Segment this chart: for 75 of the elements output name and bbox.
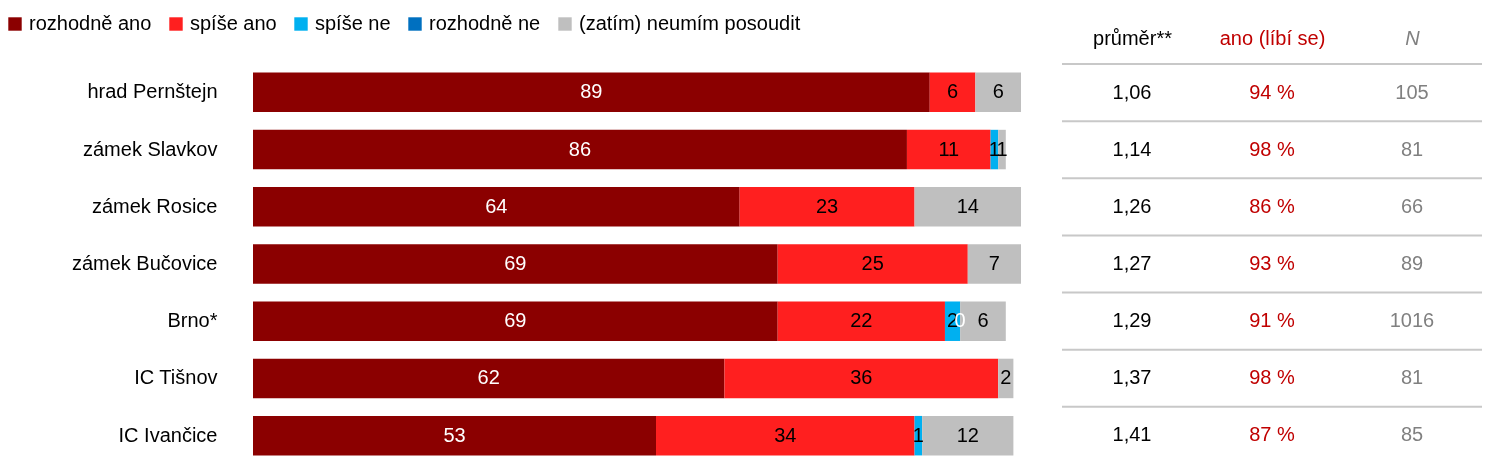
data-label: 64 [485, 194, 508, 217]
data-label: 1,06 [1112, 80, 1152, 103]
data-label: 6 [977, 309, 989, 332]
x-tick-label: N [1405, 26, 1421, 49]
data-label: 69 [504, 252, 527, 274]
bar [253, 72, 930, 113]
data-label: 98 % [1249, 137, 1296, 160]
x-tick-label: ano (líbí se) [1219, 26, 1326, 49]
data-label: 1,37 [1112, 366, 1152, 389]
data-label: 94 % [1249, 80, 1296, 103]
bar [906, 129, 991, 170]
legend-label: spíše ne [315, 12, 391, 34]
data-label: 23 [815, 194, 839, 217]
bar [253, 187, 740, 227]
data-label: 81 [1400, 137, 1424, 160]
y-tick-label: hrad Pernštejn [87, 80, 218, 103]
bar [253, 129, 907, 170]
bar [253, 358, 725, 399]
bar [914, 187, 1021, 227]
data-label: 1,26 [1112, 194, 1152, 217]
data-label: 6 [947, 80, 959, 103]
data-label: 86 [568, 137, 592, 160]
bar [777, 301, 945, 341]
data-label: 1,29 [1112, 309, 1152, 332]
bar [253, 415, 657, 456]
data-label: 89 [1400, 252, 1424, 274]
data-label: 81 [1400, 366, 1424, 389]
data-label: 1,41 [1112, 423, 1152, 446]
bar [967, 244, 1021, 284]
data-label: 36 [850, 366, 873, 389]
data-label: 1,27 [1112, 252, 1152, 274]
data-label: 91 % [1249, 309, 1296, 332]
data-label: 87 % [1249, 423, 1296, 446]
bar [253, 301, 778, 341]
data-label: 14 [956, 194, 979, 217]
bar [253, 244, 778, 284]
data-label: 98 % [1249, 366, 1296, 389]
data-label: 7 [988, 252, 1000, 274]
bar [929, 72, 976, 113]
data-label: 89 [580, 80, 603, 103]
bar [777, 244, 968, 284]
bar [975, 72, 1021, 113]
data-label: 34 [774, 423, 797, 446]
data-label: 62 [477, 366, 500, 389]
y-tick-label: zámek Bučovice [71, 252, 218, 274]
data-label: 66 [1400, 194, 1424, 217]
data-label: 25 [861, 252, 884, 274]
legend-label: spíše ano [190, 12, 277, 34]
y-tick-label: zámek Rosice [91, 194, 218, 217]
data-label: 85 [1400, 423, 1424, 446]
bar [739, 187, 915, 227]
legend-label: (zatím) neumím posoudit [579, 12, 801, 34]
data-label: 1016 [1389, 309, 1435, 332]
legend-label: rozhodně ano [29, 12, 152, 34]
legend-label: rozhodně ne [429, 12, 541, 34]
data-label: 22 [850, 309, 873, 332]
data-label: 53 [443, 423, 466, 446]
data-label: 2 [1000, 366, 1012, 389]
data-label: 11 [938, 137, 960, 160]
x-tick-label: průměr** [1093, 26, 1173, 49]
y-tick-label: IC Tišnov [134, 366, 218, 389]
bar [656, 415, 915, 456]
bar [724, 358, 999, 399]
y-tick-label: IC Ivančice [118, 423, 218, 446]
y-tick-label: zámek Slavkov [83, 137, 218, 160]
data-label: 105 [1395, 80, 1429, 103]
data-label: 6 [992, 80, 1004, 103]
data-label: 69 [504, 309, 527, 332]
data-label: 86 % [1249, 194, 1296, 217]
data-label: 0 [954, 309, 966, 332]
data-label: 93 % [1249, 252, 1296, 274]
data-label: 12 [956, 423, 979, 446]
data-label: 1,14 [1112, 137, 1152, 160]
bar [922, 415, 1014, 456]
y-tick-label: Brno* [167, 309, 218, 332]
